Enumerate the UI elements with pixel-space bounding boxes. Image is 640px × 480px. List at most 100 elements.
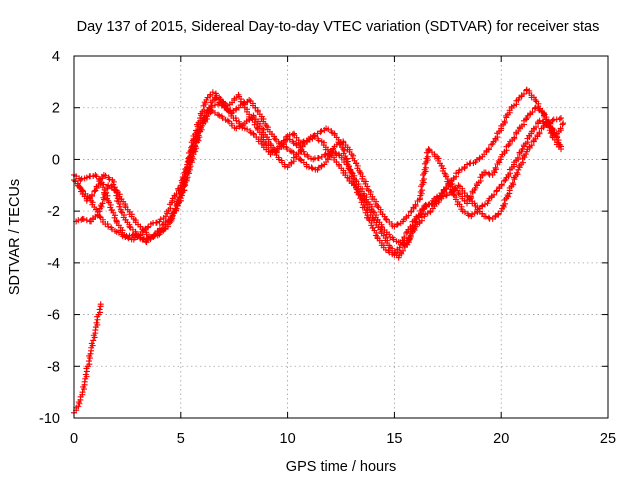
data-point-track-c bbox=[461, 208, 468, 215]
data-point-track-b bbox=[139, 226, 146, 233]
data-point-track-c bbox=[501, 177, 508, 184]
data-point-track-b bbox=[301, 151, 308, 158]
y-axis-label: SDTVAR / TECUs bbox=[7, 179, 23, 295]
data-point-track-d bbox=[370, 215, 377, 222]
y-tick-label: 2 bbox=[52, 101, 60, 117]
data-point-track-a bbox=[157, 216, 164, 223]
data-point-track-b bbox=[305, 153, 312, 160]
data-point-track-a bbox=[382, 246, 389, 253]
data-point-track-d bbox=[246, 116, 253, 123]
data-point-track-d bbox=[467, 193, 474, 200]
data-point-track-b bbox=[244, 126, 251, 133]
data-point-track-d bbox=[237, 122, 244, 129]
data-point-track-d bbox=[134, 234, 141, 240]
data-point-track-c bbox=[110, 178, 117, 185]
data-point-track-c bbox=[113, 192, 120, 199]
data-point-track-c bbox=[219, 98, 226, 105]
data-point-track-a bbox=[77, 177, 84, 184]
data-point-track-d bbox=[536, 107, 543, 114]
data-point-track-a bbox=[153, 219, 160, 226]
data-point-track-d bbox=[505, 142, 512, 149]
data-point-track-c bbox=[211, 94, 218, 101]
data-point-track-d bbox=[180, 183, 187, 190]
data-point-track-a bbox=[456, 167, 463, 174]
data-point-track-c bbox=[498, 181, 505, 188]
data-point-track-b bbox=[257, 138, 264, 145]
data-point-track-c bbox=[237, 102, 244, 109]
data-point-track-d bbox=[523, 116, 530, 123]
x-tick-label: 10 bbox=[280, 431, 296, 447]
data-point-steep-ramp bbox=[93, 319, 100, 326]
data-point-track-d bbox=[207, 107, 214, 114]
grid-lines bbox=[74, 56, 608, 418]
data-point-track-b bbox=[105, 182, 112, 189]
data-point-track-d bbox=[147, 234, 154, 240]
data-point-steep-ramp bbox=[85, 358, 92, 365]
data-point-steep-ramp bbox=[82, 371, 89, 378]
data-point-track-c bbox=[114, 195, 121, 202]
data-point-track-b bbox=[558, 115, 565, 122]
data-point-track-c bbox=[333, 141, 340, 148]
data-point-track-d bbox=[87, 195, 94, 202]
data-point-track-c bbox=[422, 164, 429, 171]
data-point-track-c bbox=[284, 146, 291, 153]
data-point-track-c bbox=[318, 162, 325, 169]
data-point-track-d bbox=[96, 213, 103, 220]
data-point-track-c bbox=[280, 143, 287, 150]
data-point-track-b bbox=[99, 200, 106, 207]
data-point-track-d bbox=[455, 190, 462, 197]
data-point-track-b bbox=[80, 216, 87, 223]
data-point-track-b bbox=[286, 136, 293, 143]
data-point-track-b bbox=[290, 140, 297, 147]
x-tick-label: 0 bbox=[70, 431, 78, 447]
data-point-track-a bbox=[464, 161, 471, 168]
data-point-track-b bbox=[513, 169, 520, 176]
data-point-track-c bbox=[419, 187, 426, 194]
data-point-track-b bbox=[233, 117, 240, 124]
data-point-track-b bbox=[455, 182, 462, 189]
data-point-track-b bbox=[386, 231, 393, 238]
data-point-track-b bbox=[211, 102, 218, 109]
data-point-track-a bbox=[209, 89, 216, 96]
x-tick-label: 25 bbox=[600, 431, 616, 447]
data-point-track-d bbox=[543, 114, 550, 121]
data-point-track-c bbox=[469, 211, 476, 218]
data-point-track-a bbox=[314, 130, 321, 137]
data-point-track-c bbox=[559, 121, 566, 128]
data-point-track-c bbox=[374, 202, 381, 209]
data-point-track-a bbox=[318, 127, 325, 134]
data-point-track-a bbox=[325, 126, 332, 133]
data-point-track-c bbox=[114, 189, 121, 196]
data-point-track-a bbox=[530, 94, 537, 101]
data-point-track-d bbox=[327, 151, 334, 158]
data-point-track-d bbox=[109, 226, 115, 233]
data-point-track-a bbox=[253, 124, 260, 131]
data-point-track-c bbox=[450, 191, 457, 198]
data-point-track-a bbox=[501, 118, 508, 125]
data-point-track-c bbox=[297, 156, 304, 163]
data-point-track-b bbox=[247, 129, 254, 136]
data-point-track-d bbox=[407, 232, 414, 239]
data-point-track-c bbox=[514, 154, 521, 161]
data-point-track-d bbox=[311, 134, 318, 140]
data-point-steep-ramp bbox=[97, 301, 104, 308]
data-point-track-d bbox=[485, 170, 492, 177]
data-point-track-b bbox=[318, 153, 325, 160]
data-point-track-c bbox=[405, 212, 412, 219]
x-tick-label: 20 bbox=[493, 431, 509, 447]
data-point-track-b bbox=[536, 129, 543, 136]
data-point-steep-ramp bbox=[79, 389, 86, 396]
data-point-track-d bbox=[482, 169, 489, 176]
data-point-track-d bbox=[130, 231, 137, 238]
data-point-track-c bbox=[213, 95, 220, 102]
data-point-track-d bbox=[187, 163, 194, 170]
data-point-track-b bbox=[332, 149, 339, 156]
data-point-steep-ramp bbox=[90, 337, 97, 344]
data-point-track-b bbox=[556, 116, 563, 123]
data-point-track-c bbox=[111, 184, 118, 191]
data-point-track-c bbox=[117, 201, 124, 208]
data-point-track-c bbox=[481, 201, 488, 208]
y-tick-label: -10 bbox=[39, 411, 60, 427]
data-point-track-c bbox=[424, 153, 431, 160]
data-point-track-d bbox=[281, 163, 288, 170]
